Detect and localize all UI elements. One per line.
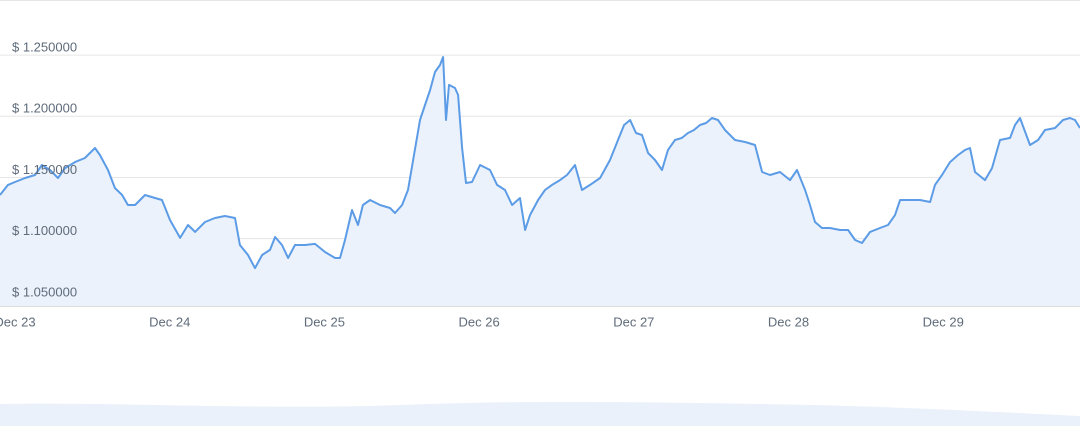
series	[0, 56, 1080, 306]
x-tick-label: Dec 28	[768, 314, 809, 329]
navigator-preview	[0, 401, 1080, 426]
y-tick-label: $ 1.150000	[12, 162, 77, 177]
x-tick-label: Dec 23	[0, 314, 36, 329]
y-tick-label: $ 1.050000	[12, 284, 77, 299]
y-tick-label: $ 1.100000	[12, 223, 77, 238]
price-area	[0, 57, 1080, 306]
price-line	[0, 56, 1080, 270]
x-tick-label: Dec 24	[149, 314, 190, 329]
x-tick-label: Dec 26	[459, 314, 500, 329]
x-tick-label: Dec 27	[613, 314, 654, 329]
axis-labels: $ 1.050000 $ 1.100000 $ 1.150000 $ 1.200000…	[0, 40, 964, 330]
x-tick-label: Dec 29	[923, 314, 964, 329]
y-tick-label: $ 1.200000	[12, 101, 77, 116]
y-tick-label: $ 1.250000	[12, 40, 77, 55]
x-tick-label: Dec 25	[304, 314, 345, 329]
